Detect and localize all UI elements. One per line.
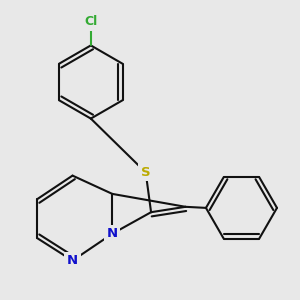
Text: S: S [141,166,151,179]
Text: Cl: Cl [84,15,98,28]
Text: N: N [107,227,118,240]
Text: N: N [67,254,78,267]
